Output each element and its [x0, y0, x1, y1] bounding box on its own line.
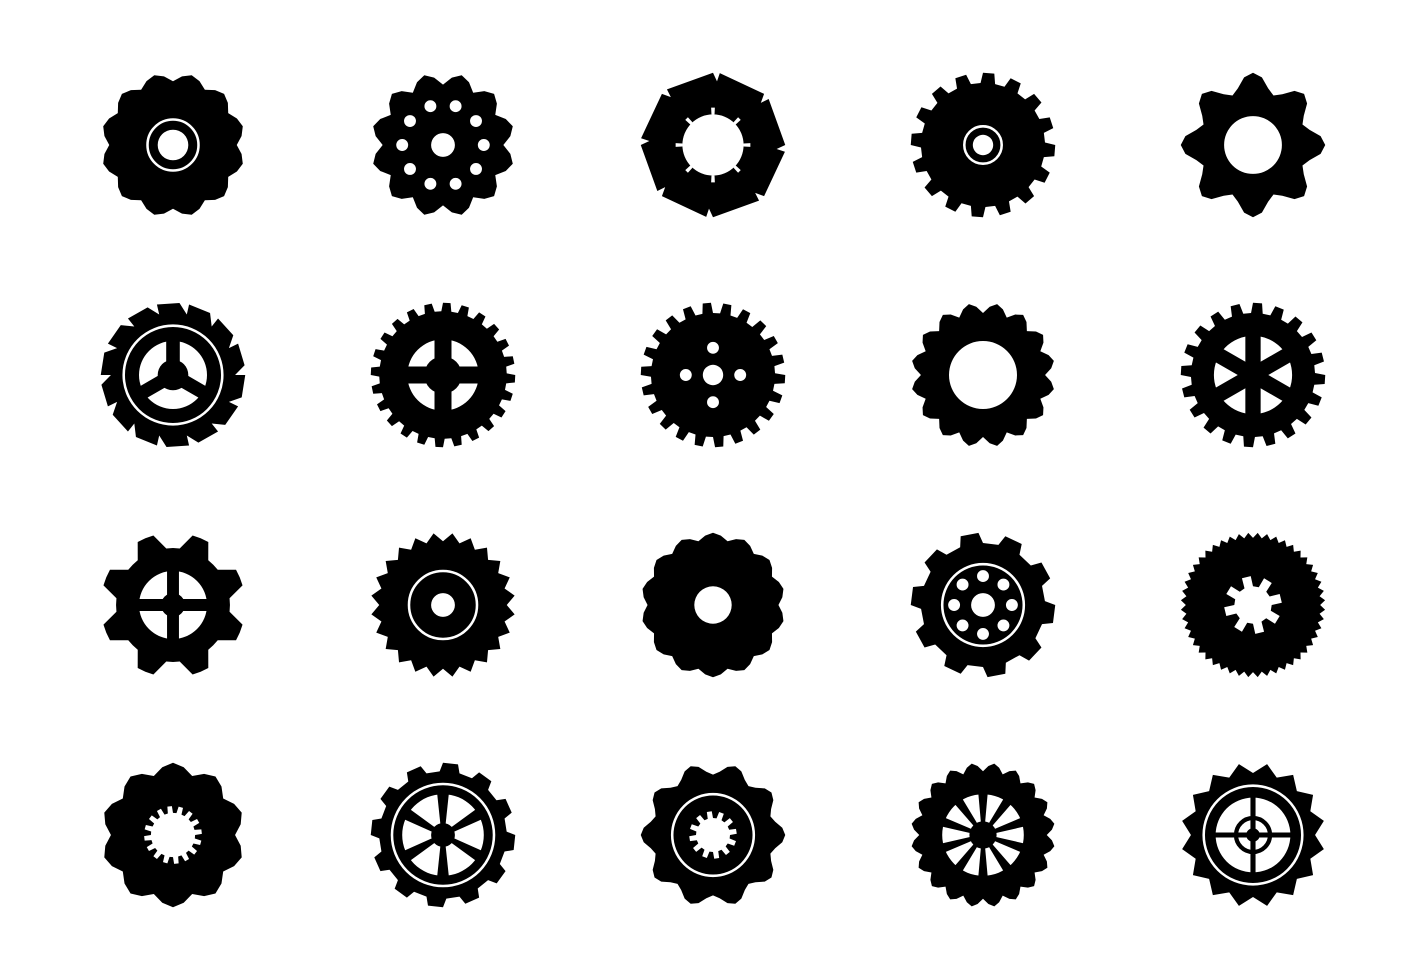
gear-04-icon	[893, 60, 1073, 230]
gear-14-icon	[893, 520, 1073, 690]
gear-09-icon	[893, 290, 1073, 460]
gear-19-icon	[893, 750, 1073, 920]
gear-07-icon	[353, 290, 533, 460]
gear-11-icon	[83, 520, 263, 690]
gear-05-icon	[1163, 60, 1343, 230]
gear-10-icon	[1163, 290, 1343, 460]
gear-02-icon	[353, 60, 533, 230]
gear-03-icon	[623, 60, 803, 230]
gear-12-icon	[353, 520, 533, 690]
gear-17-icon	[353, 750, 533, 920]
gear-15-icon	[1163, 520, 1343, 690]
gear-icon-grid	[53, 40, 1373, 940]
gear-08-icon	[623, 290, 803, 460]
gear-01-icon	[83, 60, 263, 230]
gear-16-icon	[83, 750, 263, 920]
gear-20-icon	[1163, 750, 1343, 920]
gear-06-icon	[83, 290, 263, 460]
gear-13-icon	[623, 520, 803, 690]
gear-18-icon	[623, 750, 803, 920]
